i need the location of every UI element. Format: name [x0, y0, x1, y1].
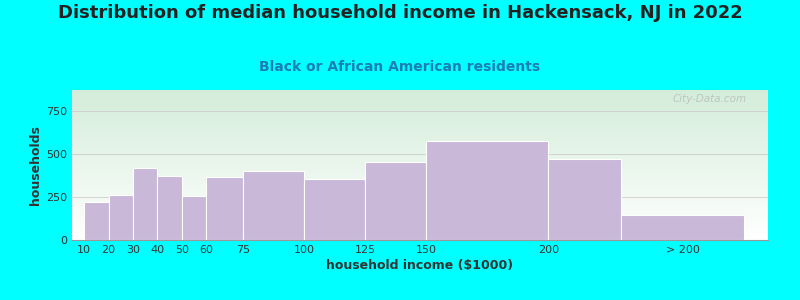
Text: Distribution of median household income in Hackensack, NJ in 2022: Distribution of median household income … [58, 4, 742, 22]
Bar [365, 162, 426, 240]
Bar [548, 159, 622, 240]
Bar [109, 195, 133, 240]
Bar [133, 168, 158, 240]
X-axis label: household income ($1000): household income ($1000) [326, 259, 514, 272]
Bar [206, 177, 243, 240]
Bar [426, 141, 548, 240]
Bar [182, 196, 206, 240]
Text: City-Data.com: City-Data.com [673, 94, 747, 104]
Bar [84, 202, 109, 240]
Bar [243, 171, 304, 240]
Bar [622, 215, 743, 240]
Bar [158, 176, 182, 240]
Bar [304, 179, 365, 240]
Y-axis label: households: households [29, 125, 42, 205]
Text: Black or African American residents: Black or African American residents [259, 60, 541, 74]
